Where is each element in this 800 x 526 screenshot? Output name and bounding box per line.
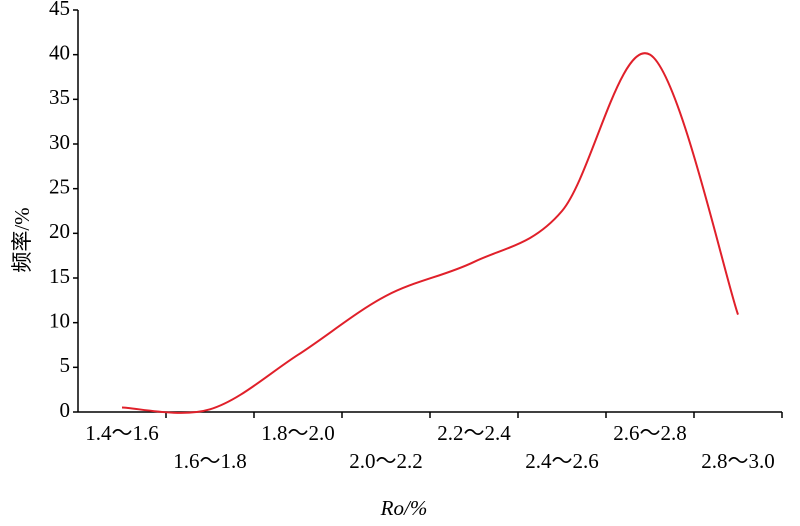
x-axis-label: Ro/% bbox=[380, 496, 428, 520]
x-tick-label: 2.4～2.6 bbox=[525, 449, 599, 473]
y-tick-label: 40 bbox=[49, 40, 70, 64]
y-tick-label: 10 bbox=[49, 308, 70, 332]
y-tick-label: 20 bbox=[49, 219, 70, 243]
y-tick-label: 25 bbox=[49, 174, 70, 198]
x-tick-label: 1.4～1.6 bbox=[85, 421, 159, 445]
y-tick-label: 30 bbox=[49, 130, 70, 154]
y-tick-label: 0 bbox=[60, 398, 71, 422]
x-tick-label: 2.2～2.4 bbox=[437, 421, 511, 445]
x-tick-label: 2.0～2.2 bbox=[349, 449, 423, 473]
x-tick-label: 1.6～1.8 bbox=[173, 449, 247, 473]
y-axis-label: 频率/% bbox=[10, 207, 34, 272]
x-tick-label: 1.8～2.0 bbox=[261, 421, 335, 445]
y-tick-label: 35 bbox=[49, 85, 70, 109]
y-tick-label: 15 bbox=[49, 264, 70, 288]
x-tick-label: 2.6～2.8 bbox=[613, 421, 687, 445]
x-tick-label: 2.8～3.0 bbox=[701, 449, 775, 473]
y-tick-label: 45 bbox=[49, 0, 70, 20]
data-line bbox=[121, 52, 739, 414]
y-tick-label: 5 bbox=[60, 353, 71, 377]
